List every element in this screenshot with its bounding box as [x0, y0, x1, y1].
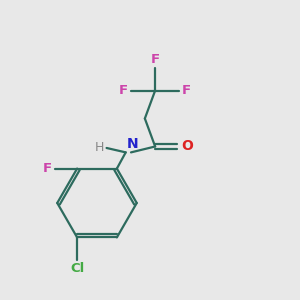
Text: O: O — [181, 139, 193, 153]
Text: Cl: Cl — [70, 262, 84, 275]
Text: H: H — [94, 141, 104, 154]
Text: F: F — [119, 84, 128, 97]
Text: F: F — [151, 53, 160, 66]
Text: F: F — [43, 162, 52, 175]
Text: F: F — [182, 84, 191, 97]
Text: N: N — [126, 137, 138, 151]
